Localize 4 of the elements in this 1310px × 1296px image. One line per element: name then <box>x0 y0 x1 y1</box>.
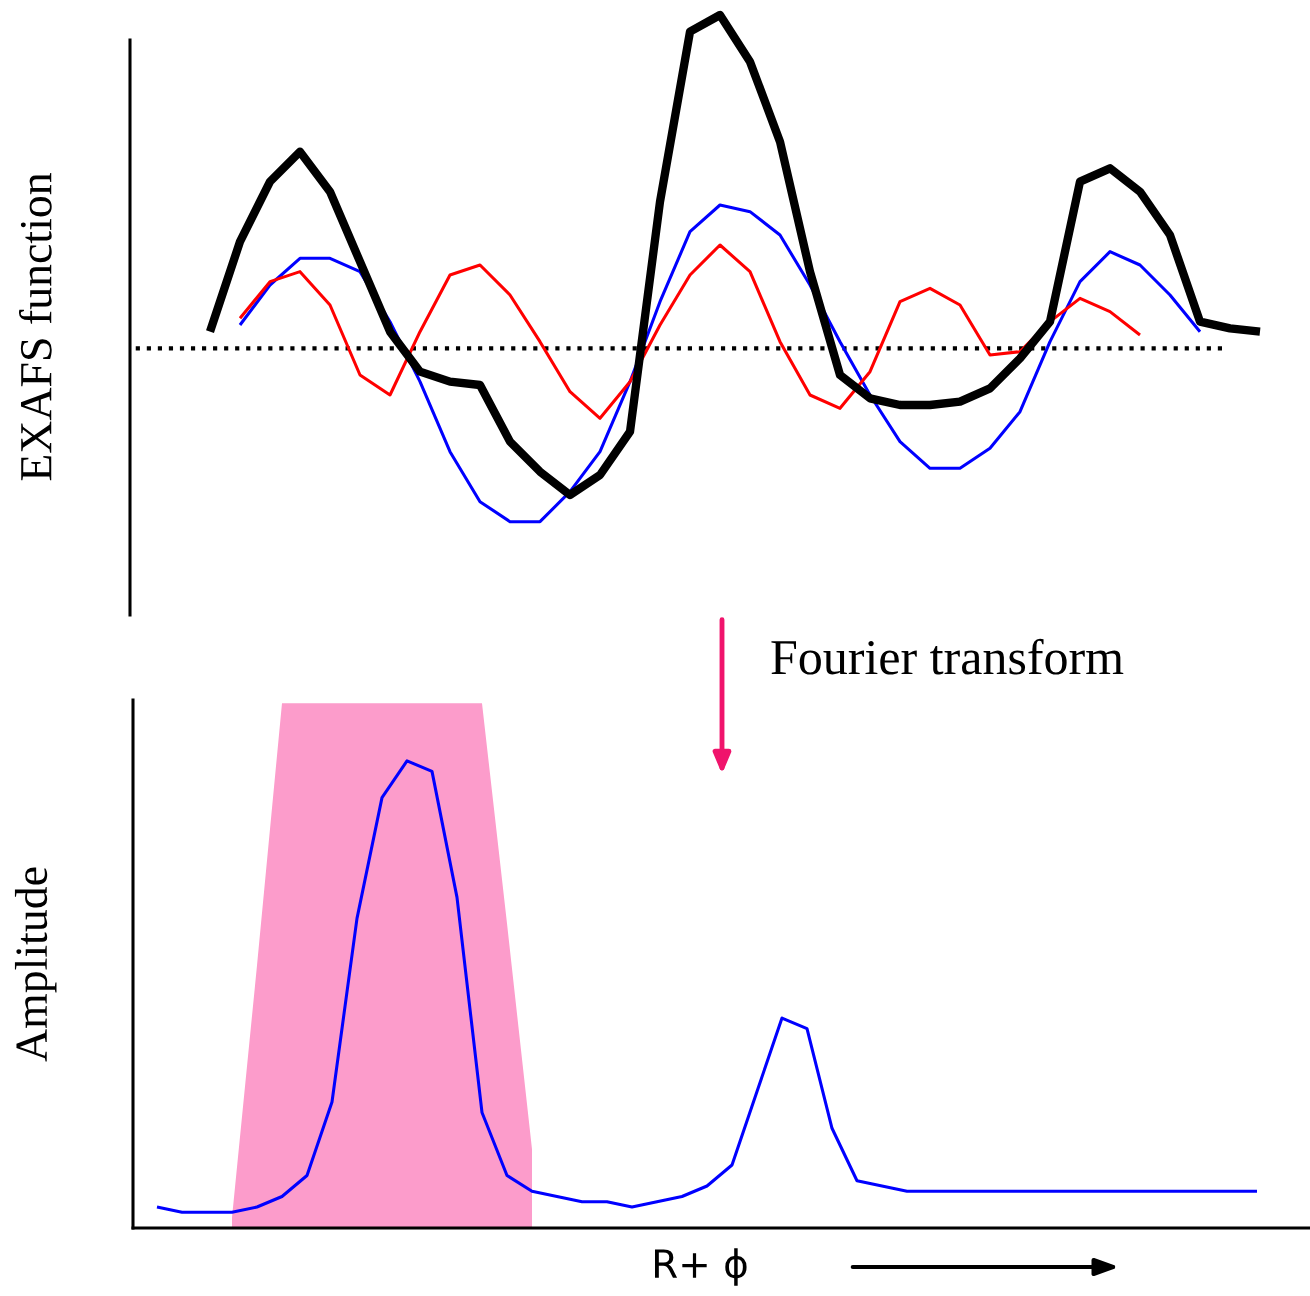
x-axis-title: R+ ϕ <box>655 1248 747 1286</box>
text: Fourier transform <box>771 638 1124 675</box>
y-axis-title: EXAFS function <box>18 173 52 481</box>
y-axis-title: Amplitude <box>14 867 57 1062</box>
